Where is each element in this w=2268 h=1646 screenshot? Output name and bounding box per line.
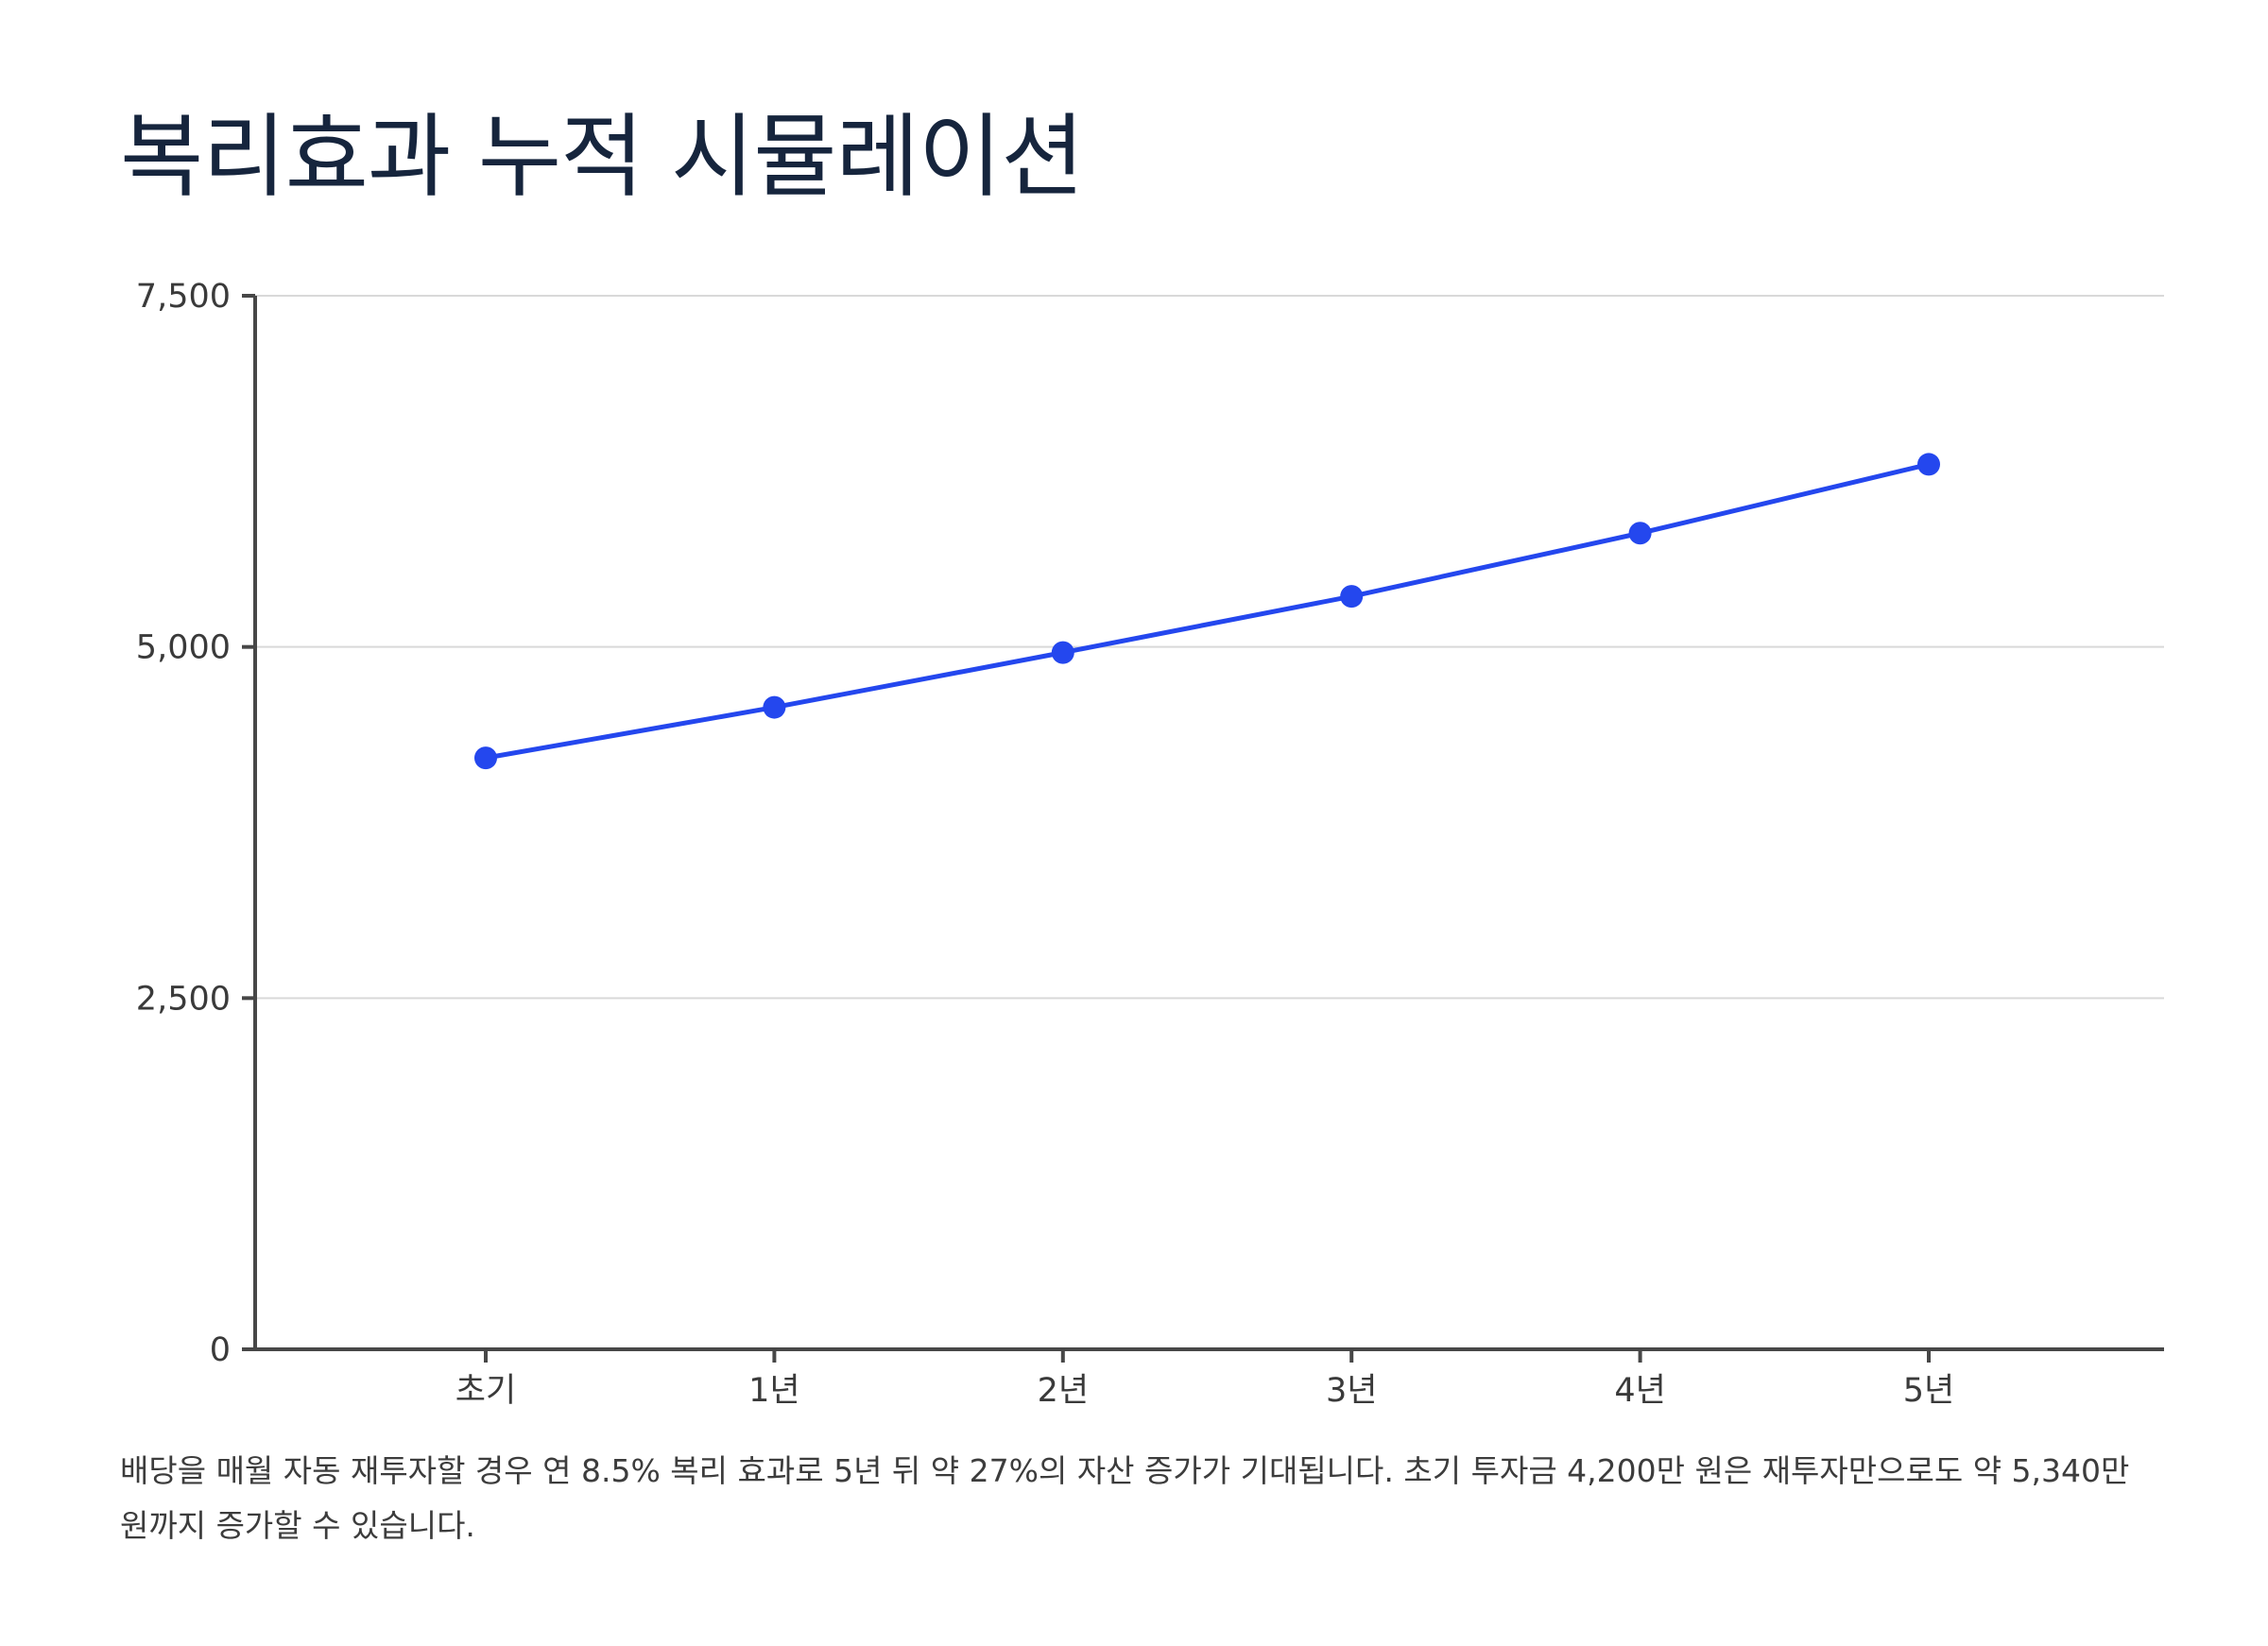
x-tick-label: 1년 [748, 1372, 799, 1410]
data-series [474, 453, 1940, 770]
x-tick-label: 3년 [1326, 1372, 1377, 1410]
chart-title: 복리효과 누적 시뮬레이션 [120, 104, 1085, 210]
chart-caption: 배당을 매월 자동 재투자할 경우 연 8.5% 복리 효과로 5년 뒤 약 2… [120, 1452, 2130, 1544]
x-tick-label: 2년 [1038, 1372, 1089, 1410]
data-point [763, 695, 786, 719]
x-tick-label: 5년 [1903, 1372, 1954, 1410]
y-axis: 0 2,500 5,000 7,500 [136, 278, 257, 1369]
x-tick-label: 4년 [1614, 1372, 1665, 1410]
y-tick-label: 7,500 [136, 278, 231, 316]
y-tick-label: 5,000 [136, 629, 231, 667]
series-line [483, 461, 1932, 761]
data-point [1628, 522, 1652, 545]
gridlines [255, 295, 2164, 1000]
x-axis: 초기 1년 2년 3년 4년 5년 [253, 1347, 2164, 1410]
data-point [1917, 453, 1940, 476]
data-point [1340, 585, 1364, 609]
x-tick-label: 초기 [455, 1372, 516, 1410]
data-point [1051, 641, 1074, 664]
y-tick-label: 2,500 [136, 980, 231, 1018]
data-point [474, 746, 497, 770]
y-tick-label: 0 [210, 1331, 231, 1369]
